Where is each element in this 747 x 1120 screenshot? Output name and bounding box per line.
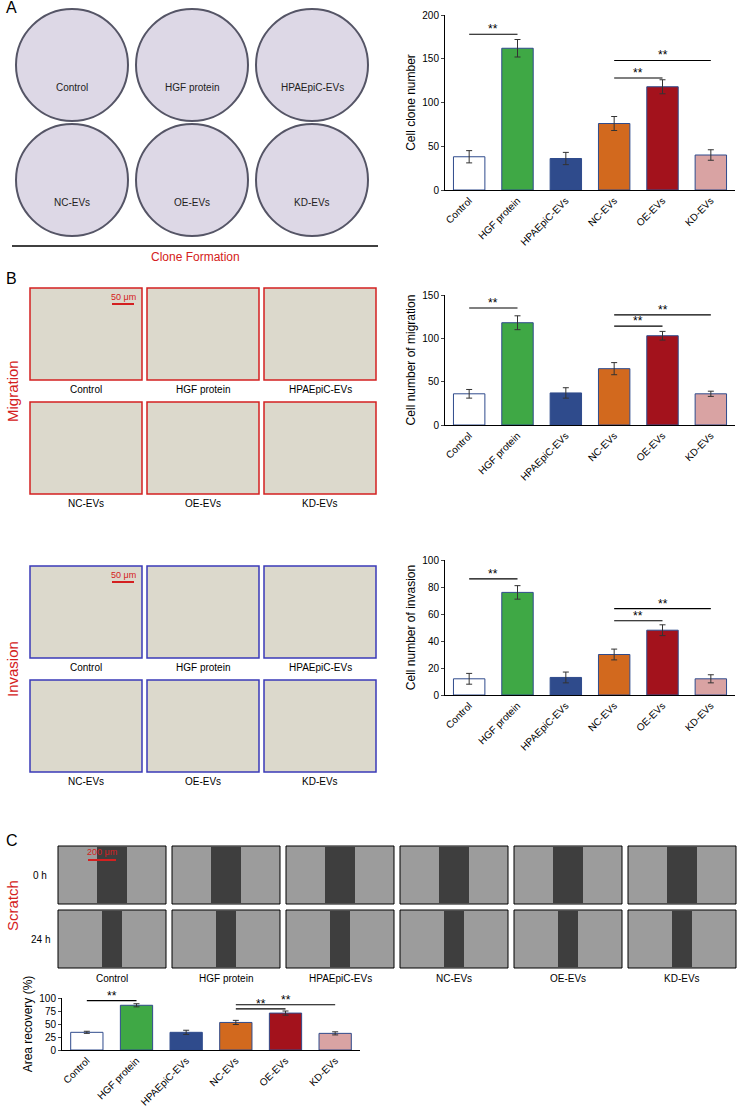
svg-text:**: ** <box>658 48 668 62</box>
svg-text:A: A <box>6 0 17 16</box>
svg-text:KD-EVs: KD-EVs <box>683 430 716 463</box>
svg-text:HPAEpiC-EVs: HPAEpiC-EVs <box>518 430 570 482</box>
svg-text:Clone Formation: Clone Formation <box>151 250 240 264</box>
svg-text:**: ** <box>633 609 643 623</box>
svg-text:NC-EVs: NC-EVs <box>586 430 619 463</box>
svg-text:0 h: 0 h <box>33 870 47 881</box>
svg-text:Cell number of invasion: Cell number of invasion <box>404 565 418 690</box>
svg-text:HPAEpiC-EVs: HPAEpiC-EVs <box>281 82 344 93</box>
svg-text:0: 0 <box>50 1045 56 1056</box>
svg-text:HGF protein: HGF protein <box>165 82 219 93</box>
svg-text:OE-EVs: OE-EVs <box>257 1055 290 1088</box>
svg-text:**: ** <box>488 567 498 581</box>
svg-text:HGF protein: HGF protein <box>176 662 230 673</box>
svg-text:200: 200 <box>422 10 439 21</box>
svg-text:NC-EVs: NC-EVs <box>586 700 619 733</box>
svg-text:HPAEpiC-EVs: HPAEpiC-EVs <box>518 195 570 247</box>
svg-text:**: ** <box>633 314 643 328</box>
svg-text:100: 100 <box>422 97 439 108</box>
svg-text:NC-EVs: NC-EVs <box>68 776 104 787</box>
svg-text:Control: Control <box>61 1055 92 1086</box>
svg-text:50: 50 <box>428 376 440 387</box>
svg-text:NC-EVs: NC-EVs <box>586 195 619 228</box>
svg-text:OE-EVs: OE-EVs <box>634 430 667 463</box>
svg-text:HGF protein: HGF protein <box>476 430 522 476</box>
svg-text:0: 0 <box>433 690 439 701</box>
svg-text:75: 75 <box>45 1006 57 1017</box>
svg-text:HGF protein: HGF protein <box>476 700 522 746</box>
svg-text:OE-EVs: OE-EVs <box>634 195 667 228</box>
svg-text:**: ** <box>281 993 291 1007</box>
svg-text:**: ** <box>633 66 643 80</box>
svg-text:KD-EVs: KD-EVs <box>683 195 716 228</box>
svg-text:**: ** <box>256 997 266 1011</box>
svg-text:Control: Control <box>444 700 475 731</box>
svg-text:0: 0 <box>433 185 439 196</box>
svg-text:80: 80 <box>428 582 440 593</box>
svg-text:Control: Control <box>96 973 128 984</box>
svg-text:Control: Control <box>70 384 102 395</box>
svg-text:Control: Control <box>444 195 475 226</box>
svg-text:Migration: Migration <box>4 360 21 422</box>
svg-text:KD-EVs: KD-EVs <box>294 197 330 208</box>
svg-text:B: B <box>6 270 17 287</box>
svg-text:HPAEpiC-EVs: HPAEpiC-EVs <box>139 1055 191 1107</box>
svg-text:25: 25 <box>45 1032 57 1043</box>
svg-text:0: 0 <box>433 420 439 431</box>
svg-text:HPAEpiC-EVs: HPAEpiC-EVs <box>518 700 570 752</box>
svg-text:150: 150 <box>422 53 439 64</box>
svg-text:NC-EVs: NC-EVs <box>54 197 90 208</box>
svg-text:**: ** <box>658 303 668 317</box>
svg-text:200 μm: 200 μm <box>87 847 117 857</box>
svg-text:100: 100 <box>422 333 439 344</box>
svg-text:OE-EVs: OE-EVs <box>185 498 221 509</box>
svg-text:**: ** <box>488 296 498 310</box>
svg-text:50 μm: 50 μm <box>111 292 136 302</box>
svg-text:NC-EVs: NC-EVs <box>207 1055 240 1088</box>
svg-text:HPAEpiC-EVs: HPAEpiC-EVs <box>309 973 372 984</box>
svg-text:HGF protein: HGF protein <box>199 973 253 984</box>
svg-text:OE-EVs: OE-EVs <box>550 973 586 984</box>
svg-text:OE-EVs: OE-EVs <box>174 197 210 208</box>
svg-text:40: 40 <box>428 636 440 647</box>
svg-text:Control: Control <box>70 662 102 673</box>
svg-text:20: 20 <box>428 663 440 674</box>
svg-text:C: C <box>6 832 18 849</box>
svg-text:Area recovery (%): Area recovery (%) <box>21 976 35 1073</box>
svg-text:100: 100 <box>39 993 56 1004</box>
svg-text:50: 50 <box>428 141 440 152</box>
svg-text:KD-EVs: KD-EVs <box>302 498 338 509</box>
svg-text:50: 50 <box>45 1019 57 1030</box>
svg-text:KD-EVs: KD-EVs <box>302 776 338 787</box>
svg-text:**: ** <box>658 597 668 611</box>
svg-text:100: 100 <box>422 555 439 566</box>
svg-text:50 μm: 50 μm <box>111 570 136 580</box>
svg-text:OE-EVs: OE-EVs <box>634 700 667 733</box>
svg-text:HPAEpiC-EVs: HPAEpiC-EVs <box>289 662 352 673</box>
svg-text:Invasion: Invasion <box>4 641 21 697</box>
svg-text:NC-EVs: NC-EVs <box>436 973 472 984</box>
svg-text:KD-EVs: KD-EVs <box>307 1055 340 1088</box>
svg-text:KD-EVs: KD-EVs <box>683 700 716 733</box>
svg-text:24 h: 24 h <box>31 934 50 945</box>
svg-text:KD-EVs: KD-EVs <box>664 973 700 984</box>
svg-text:NC-EVs: NC-EVs <box>68 498 104 509</box>
svg-text:60: 60 <box>428 609 440 620</box>
svg-text:OE-EVs: OE-EVs <box>185 776 221 787</box>
svg-text:150: 150 <box>422 290 439 301</box>
svg-text:HGF protein: HGF protein <box>176 384 230 395</box>
svg-text:HPAEpiC-EVs: HPAEpiC-EVs <box>289 384 352 395</box>
svg-text:**: ** <box>488 22 498 36</box>
svg-text:HGF protein: HGF protein <box>95 1055 141 1101</box>
svg-text:Cell number of migration: Cell number of migration <box>404 295 418 426</box>
svg-text:Control: Control <box>444 430 475 461</box>
svg-text:Scratch: Scratch <box>4 880 21 931</box>
svg-text:**: ** <box>107 989 117 1003</box>
svg-text:Cell clone number: Cell clone number <box>404 54 418 151</box>
svg-text:HGF protein: HGF protein <box>476 195 522 241</box>
svg-text:Control: Control <box>56 82 88 93</box>
